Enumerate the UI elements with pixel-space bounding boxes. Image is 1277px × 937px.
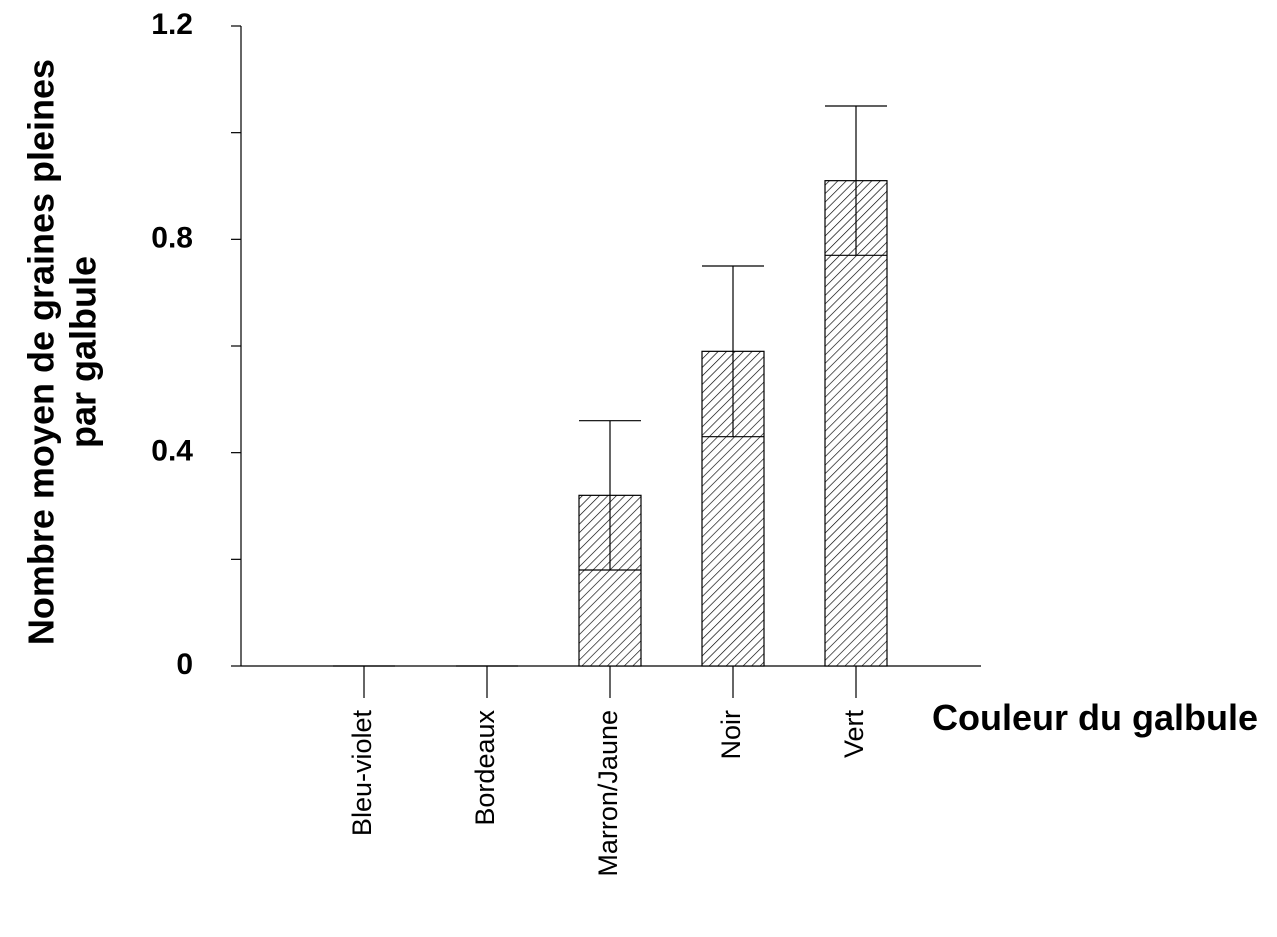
- x-tick-label-4: Vert: [839, 710, 869, 759]
- y-tick-label-6: 1.2: [151, 8, 193, 41]
- x-tick-label-0: Bleu-violet: [347, 710, 377, 837]
- x-tick-label-2: Marron/Jaune: [593, 710, 623, 877]
- y-tick-label-0: 0: [176, 648, 193, 681]
- y-axis-label: Nombre moyen de graines pleines par galb…: [21, 59, 104, 645]
- y-tick-label-4: 0.8: [151, 221, 193, 254]
- x-axis-label: Couleur du galbule: [932, 697, 1258, 738]
- plot-area: 0 0.4 0.8 1.2 Bleu-violet Bordeaux Marron/Jaun…: [151, 8, 981, 877]
- y-tick-label-2: 0.4: [151, 435, 193, 468]
- y-axis-label-line-2: par galbule: [63, 256, 104, 448]
- x-tick-label-3: Noir: [716, 710, 746, 760]
- y-axis-label-line-1: Nombre moyen de graines pleines: [21, 59, 62, 645]
- x-tick-label-1: Bordeaux: [470, 710, 500, 826]
